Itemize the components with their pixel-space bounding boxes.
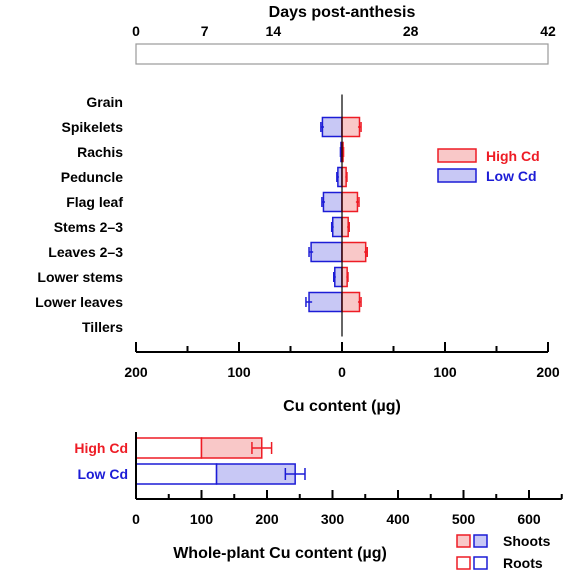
- x-tick-label: 200: [124, 364, 148, 380]
- category-label-lower-leaves: Lower leaves: [35, 294, 123, 310]
- timeline-tick-label: 0: [132, 23, 140, 39]
- timeline-tick-label: 42: [540, 23, 556, 39]
- legend-label-low-cd: Low Cd: [486, 168, 537, 184]
- category-label-grain: Grain: [86, 94, 123, 110]
- cu-content-chart: Grain Spikelets Rachis Peduncle Flag leaf Ste…: [35, 94, 560, 415]
- legend-swatch-low-cd: [437, 168, 477, 183]
- x-tick-label: 0: [132, 511, 140, 527]
- timeline-tick-label: 7: [201, 23, 209, 39]
- bar-low-cd-flag-leaf: [322, 191, 343, 213]
- timeline-tick-label: 28: [403, 23, 419, 39]
- bar-high-cd-lower-leaves: [341, 291, 361, 313]
- category-label-tillers: Tillers: [82, 319, 123, 335]
- category-label-rachis: Rachis: [77, 144, 123, 160]
- category-label-flag-leaf: Flag leaf: [66, 194, 123, 210]
- category-label-high-cd: High Cd: [74, 440, 128, 456]
- category-label-leaves-2-3: Leaves 2–3: [48, 244, 123, 260]
- x-axis-label: Whole-plant Cu content (µg): [173, 545, 387, 562]
- bar-roots-low-cd: [135, 463, 218, 485]
- bar-low-cd-leaves-2-3: [310, 241, 343, 263]
- bar-high-cd-flag-leaf: [341, 191, 359, 213]
- bar-shoots-low-cd: [215, 463, 296, 485]
- bar-roots-high-cd: [135, 437, 203, 459]
- x-tick-label: 100: [190, 511, 214, 527]
- category-label-spikelets: Spikelets: [62, 119, 124, 135]
- x-tick-label: 100: [433, 364, 457, 380]
- whole-plant-chart: High Cd Low Cd 0 100 200 300 400 500 600 Whole-pl…: [74, 432, 563, 571]
- category-label-peduncle: Peduncle: [61, 169, 123, 185]
- timeline-title: Days post-anthesis: [269, 4, 416, 21]
- x-tick-label: 200: [536, 364, 560, 380]
- x-tick-label: 100: [227, 364, 251, 380]
- x-tick-label: 200: [255, 511, 279, 527]
- category-label-lower-stems: Lower stems: [37, 269, 123, 285]
- legend-swatch-roots: [473, 556, 488, 570]
- legend-swatch-high-cd: [437, 148, 477, 163]
- bar-low-cd-stems-2-3: [331, 216, 343, 238]
- legend-swatch-shoots: [473, 534, 488, 548]
- x-tick-label: 300: [321, 511, 345, 527]
- category-label-low-cd: Low Cd: [77, 466, 128, 482]
- x-tick-label: 500: [452, 511, 476, 527]
- x-axis-label: Cu content (µg): [283, 398, 401, 415]
- x-tick-label: 600: [517, 511, 541, 527]
- legend-swatch-roots: [456, 556, 471, 570]
- x-tick-label: 0: [338, 364, 346, 380]
- legend-label-roots: Roots: [503, 555, 543, 571]
- legend-label-high-cd: High Cd: [486, 148, 540, 164]
- timeline-tick-label: 14: [266, 23, 282, 39]
- x-tick-label: 400: [386, 511, 410, 527]
- days-timeline: Days post-anthesis 0 7 14 28 42: [132, 4, 556, 65]
- category-label-stems-2-3: Stems 2–3: [54, 219, 123, 235]
- legend-label-shoots: Shoots: [503, 533, 551, 549]
- bar-low-cd-spikelets: [321, 116, 343, 138]
- bar-low-cd-lower-leaves: [308, 291, 343, 313]
- bar-high-cd-leaves-2-3: [341, 241, 367, 263]
- legend-swatch-shoots: [456, 534, 471, 548]
- timeline-bar: [135, 43, 549, 65]
- bar-low-cd-lower-stems: [334, 266, 343, 288]
- bar-high-cd-spikelets: [341, 116, 361, 138]
